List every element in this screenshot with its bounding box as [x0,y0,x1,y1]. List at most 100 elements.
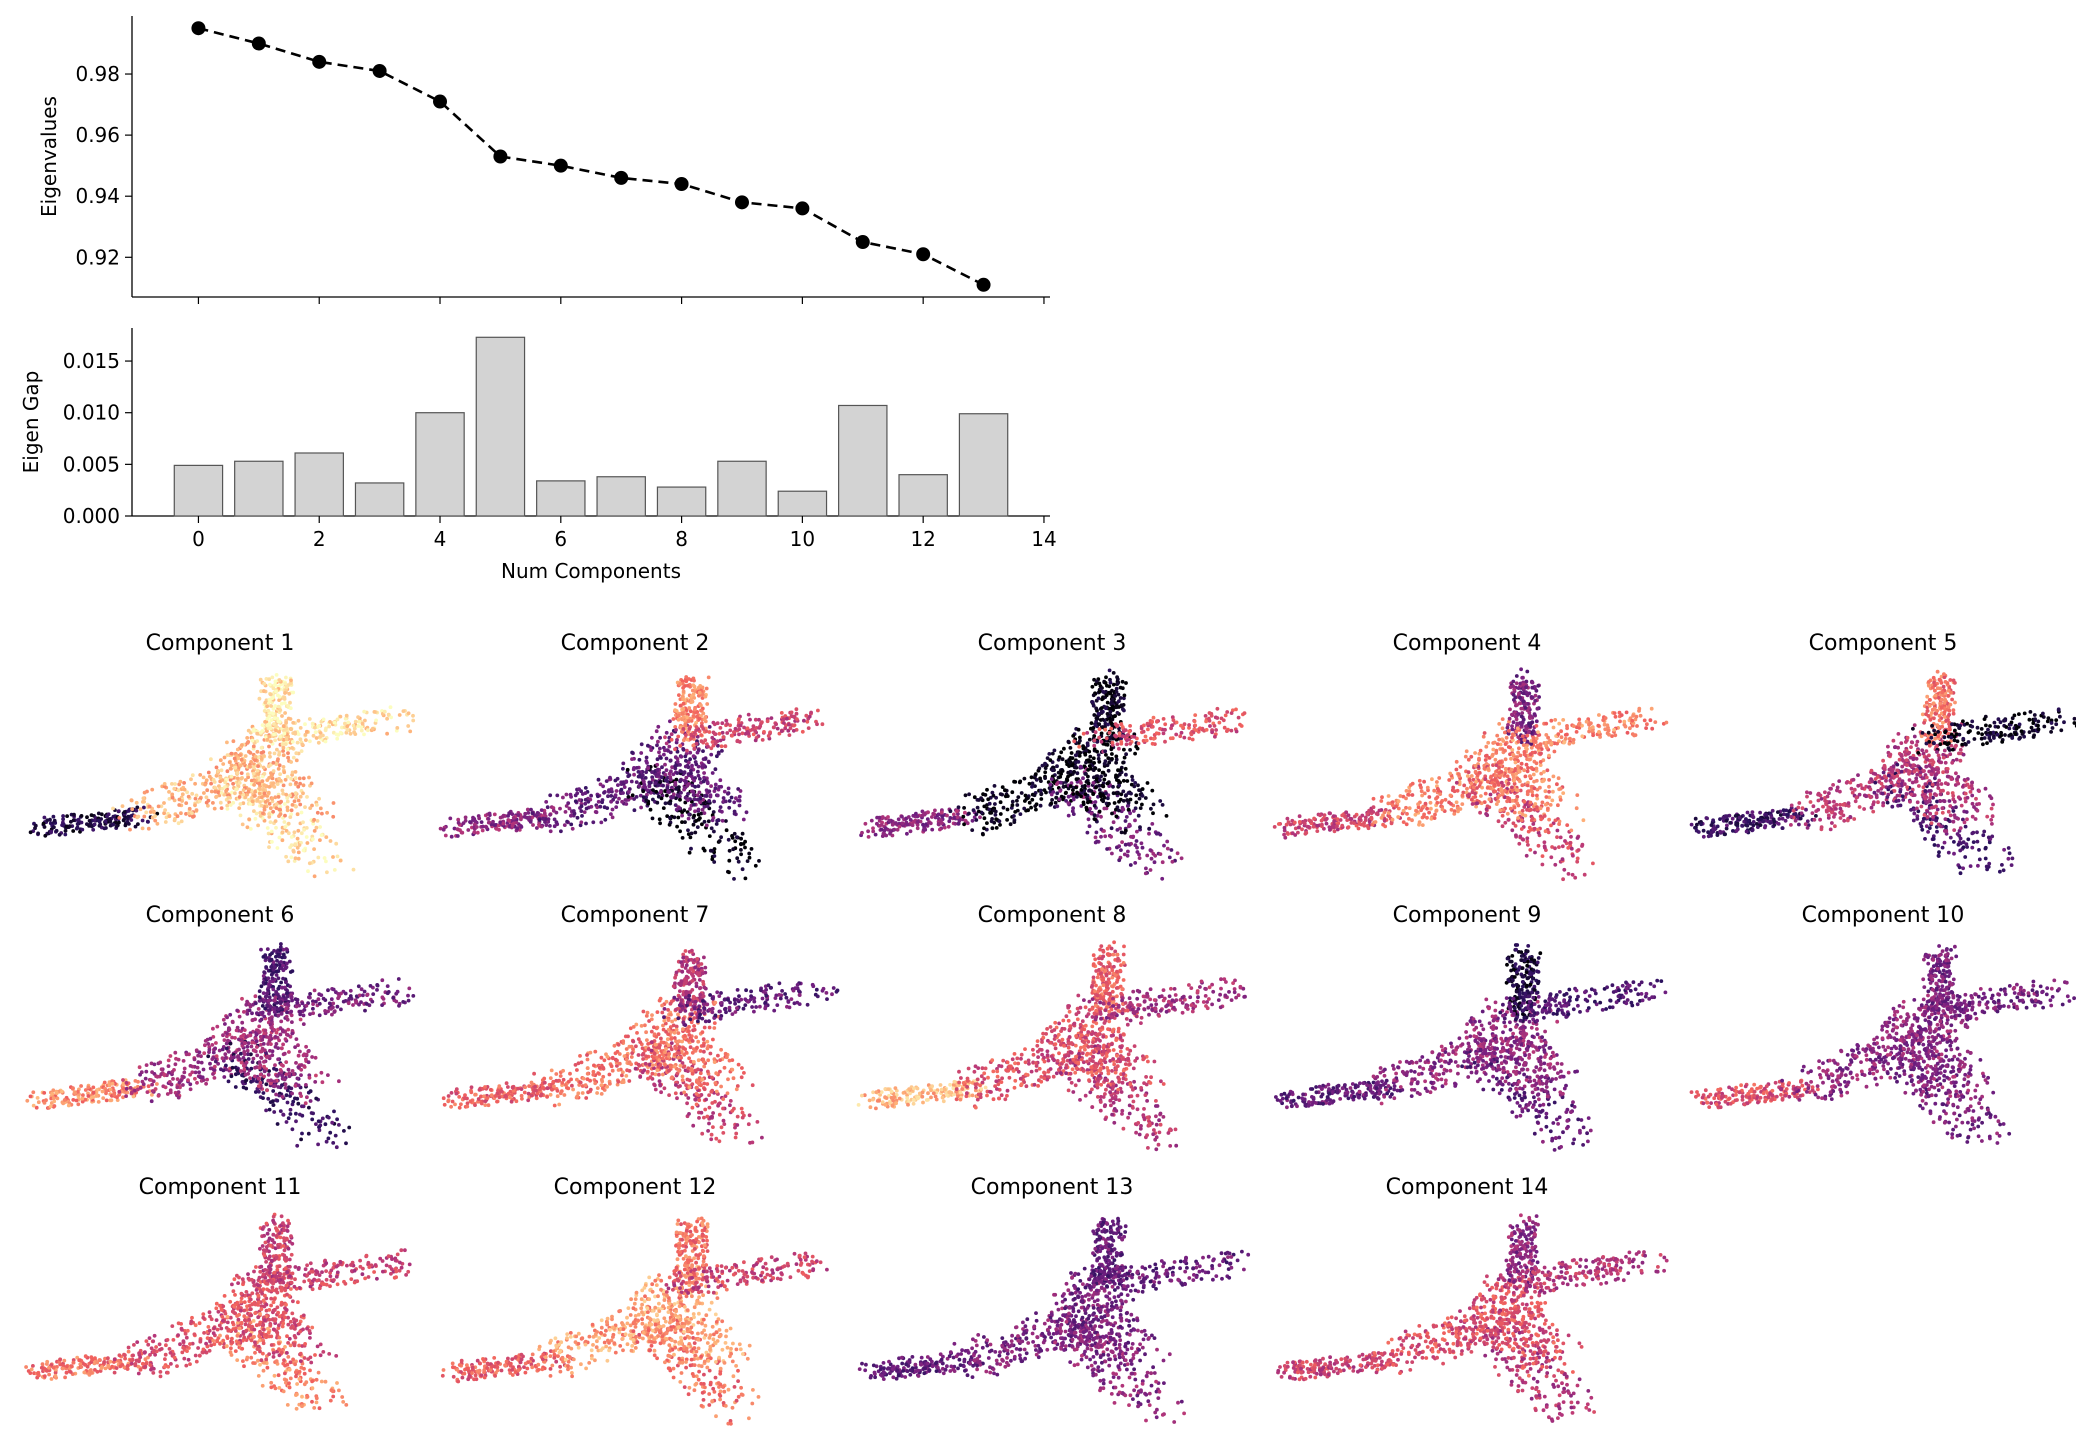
cell-point [486,817,491,821]
cell-point [1103,749,1108,754]
cell-point [954,809,959,814]
cell-point [1534,761,1539,766]
cell-point [712,732,717,736]
cell-point [719,835,723,840]
cell-point [675,760,680,764]
cell-point [1198,726,1202,731]
cell-point [1081,776,1085,781]
cell-point [238,790,243,795]
cell-point [1428,800,1433,805]
cell-point [883,826,888,830]
eigenvalue-point [493,149,508,164]
cell-point [788,726,793,731]
cell-point [1530,793,1535,798]
cell-point [727,799,732,803]
cell-point [286,831,291,836]
cell-point [1543,845,1547,850]
cell-point [1181,725,1185,730]
cell-point [658,746,662,751]
cell-point [235,747,240,752]
cell-point [741,817,746,822]
cell-point [609,799,613,804]
cell-point [668,750,673,755]
cell-point [787,722,791,727]
cell-point [1498,808,1503,813]
cell-point [1050,798,1054,802]
cell-point [271,809,275,814]
cell-point [684,758,688,763]
cell-point [1561,877,1565,882]
cell-point [645,788,650,793]
cell-point [1027,800,1032,805]
cell-point [771,725,776,730]
cell-point [340,725,344,730]
cell-point [543,820,547,824]
cell-point [936,812,941,817]
cell-point [1136,813,1141,818]
cell-point [1038,803,1043,808]
cell-point [209,781,214,786]
cell-point [627,773,632,777]
cell-point [142,814,147,819]
cell-point [890,822,895,827]
cell-point [1454,759,1459,764]
cell-point [794,711,799,716]
cell-point [129,818,134,822]
cell-point [1473,795,1478,799]
cell-point [699,703,703,708]
cell-point [1102,806,1107,811]
cell-point [800,729,805,734]
cell-point [548,829,553,834]
cell-point [570,826,575,831]
cell-point [223,785,227,789]
cell-point [1553,846,1557,851]
cell-point [256,755,261,760]
cell-point [1556,732,1561,736]
cell-point [294,758,299,763]
cell-point [646,801,651,806]
cell-point [1174,720,1179,725]
cell-point [730,733,734,738]
cell-point [1510,748,1515,752]
cell-point [360,721,365,726]
cell-point [922,811,927,816]
cell-point [111,806,115,811]
cell-point [621,761,626,766]
cell-point [1553,862,1558,867]
cell-point [689,846,693,851]
cell-point [267,751,272,755]
cell-point [1547,789,1551,794]
cell-point [274,724,279,729]
cell-point [1118,696,1123,700]
cell-point [282,770,287,775]
cell-point [663,778,668,782]
cell-point [675,824,679,829]
cell-point [1454,767,1459,772]
cell-point [324,859,328,864]
cell-point [692,813,696,818]
cell-point [267,744,271,749]
cell-point [1120,840,1124,844]
cell-point [598,804,603,809]
cell-point [323,728,328,733]
cell-point [624,802,629,806]
cell-point [1516,739,1521,744]
cell-point [699,739,704,744]
cell-point [1416,802,1420,807]
cell-point [1115,845,1119,850]
cell-point [685,715,689,720]
cell-point [1163,722,1168,727]
cell-point [584,806,589,811]
cell-point [1528,848,1533,852]
cell-point [51,814,56,819]
cell-point [456,821,461,825]
cell-point [240,743,244,747]
cell-point [1053,800,1058,805]
cell-point [1605,723,1610,728]
cell-point [988,811,992,815]
cell-point [1484,753,1489,758]
cell-point [298,781,302,786]
cell-point [331,730,336,735]
cell-point [1556,776,1561,781]
cell-point [1587,726,1592,731]
